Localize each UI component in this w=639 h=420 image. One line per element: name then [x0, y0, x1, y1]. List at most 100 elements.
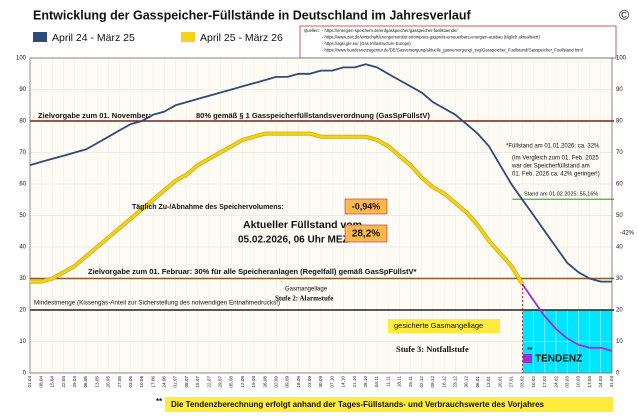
x-tick-label: 27.05 — [117, 376, 122, 388]
annotation: Aktueller Füllstand vom — [243, 219, 362, 231]
x-tick-label: 10.06 — [139, 376, 144, 388]
legend: April 24 - März 25 April 25 - März 26 — [33, 32, 283, 44]
legend-swatch — [181, 32, 195, 42]
x-tick-label: 02.09 — [273, 376, 278, 388]
legend-label: April 24 - März 25 — [52, 32, 135, 44]
annotations: Zielvorgabe zum 01. November: 80% gemäß … — [34, 111, 635, 412]
y2-tick-label: 50 — [616, 213, 623, 219]
x-tick-label: 04.11 — [374, 376, 379, 388]
x-tick-label: 21.10 — [352, 376, 357, 388]
legend-label: April 25 - März 26 — [200, 32, 283, 44]
x-tick-label: 30.09 — [318, 376, 323, 388]
annotation: Täglich Zu-/Abnahme des Speichervolumens… — [132, 204, 284, 211]
x-tick-label: 16.09 — [296, 376, 301, 388]
y-tick-label: 50 — [19, 213, 26, 219]
x-tick-label: 10.03 — [576, 376, 581, 388]
y2-tick-label: 80 — [616, 119, 623, 125]
value-box — [344, 198, 388, 215]
annotation: Zielvorgabe zum 01. November: — [38, 111, 151, 120]
x-tick-label: 08.07 — [184, 376, 189, 388]
x-tick-label: 08.04 — [38, 376, 43, 388]
x-tick-label: 03.02 — [520, 376, 525, 388]
x-tick-label: 02.12 — [419, 376, 424, 388]
x-tick-label: 09.09 — [285, 376, 290, 388]
line — [30, 132, 524, 285]
annotation: 01. Feb. 2026 ca. 42% geringer!) — [512, 172, 600, 178]
annotation: 80% gemäß § 1 Gasspeicherfüllstandsveror… — [196, 111, 430, 120]
source-line: - https://www.zeit.de/wirtschaft/energie… — [322, 35, 540, 40]
x-tick-label: 22.07 — [206, 376, 211, 388]
line — [29, 63, 612, 283]
x-tick-label: 24.02 — [553, 376, 558, 388]
y-tick-label: 100 — [16, 56, 27, 62]
plot-frame — [29, 57, 613, 374]
annotation: Mindestmenge (Kissengas-Anteil zur Siche… — [34, 300, 280, 307]
y2-tick-label: 20 — [616, 308, 623, 314]
y-tick-label: 80 — [19, 119, 26, 125]
x-tick-label: 24.06 — [162, 376, 167, 388]
x-tick-label: 20.01 — [497, 376, 502, 388]
x-tick-label: 10.02 — [531, 376, 536, 388]
x-tick-label: 17.02 — [542, 376, 547, 388]
y-tick-label: 40 — [19, 245, 26, 251]
y-tick-label: 90 — [19, 87, 26, 93]
y2-tick-label: 70 — [616, 150, 623, 156]
label-box — [388, 319, 500, 333]
x-tick-label: 03.03 — [564, 376, 569, 388]
annotation: ** — [527, 347, 533, 354]
y2-tick-label: 0 — [616, 371, 620, 377]
sources: Quellen: - https://energien-speichern.de/… — [304, 28, 583, 53]
y2-tick-label: 30 — [616, 276, 623, 282]
annotation: Stand am 01.02.2025: 55,16% — [524, 191, 598, 197]
x-tick-label: 17.06 — [150, 376, 155, 388]
annotation: Zielvorgabe zum 01. Februar: 30% für all… — [88, 267, 417, 276]
annotation: 28,2% — [352, 229, 380, 240]
x-tick-label: 30.12 — [464, 376, 469, 388]
x-tick-label: 22.04 — [61, 376, 66, 388]
sources-heading: Quellen: — [304, 28, 320, 33]
footnote: Die Tendenzberechnung erfolgt anhand der… — [171, 400, 545, 409]
chart-title: Entwicklung der Gasspeicher-Füllstände i… — [33, 8, 471, 22]
x-tick-label: 07.10 — [329, 376, 334, 388]
x-tick-label: 29.04 — [72, 376, 77, 388]
x-tick-label: 15.07 — [195, 376, 200, 388]
y2-tick-label: 100 — [616, 56, 627, 62]
annotation: *Füllstand am 01.01.2026: ca. 32% — [506, 144, 600, 150]
copyright: © — [619, 7, 630, 23]
source-line: - https://www.bundesnetzagentur.de/DE/Ga… — [322, 48, 583, 53]
x-tick-label: 24.03 — [598, 376, 603, 388]
x-tick-label: 01.04 — [27, 376, 32, 388]
y-tick-label: 20 — [19, 308, 26, 314]
annotation: Stufe 3: Notfallstufe — [396, 344, 469, 354]
x-tick-label: 06.01 — [475, 376, 480, 388]
x-tick-label: 26.08 — [262, 376, 267, 388]
y2-tick-label: 10 — [616, 339, 623, 345]
source-line: - https://agsi.gie.eu/ (Gas Infrastructu… — [322, 41, 411, 46]
annotation: Stufe 2: Alarmstufe — [275, 295, 333, 303]
x-tick-label: 25.11 — [408, 376, 413, 388]
footnote-marker: ** — [156, 397, 163, 406]
y-tick-label: 0 — [23, 371, 27, 377]
x-tick-label: 06.05 — [83, 376, 88, 388]
x-tick-label: 13.05 — [94, 376, 99, 388]
annotation: -0,94% — [352, 201, 381, 211]
y2-tick-label: 60 — [616, 182, 623, 188]
x-tick-label: 27.01 — [508, 376, 513, 388]
x-tick-label: 05.08 — [229, 376, 234, 388]
x-tick-label: 28.10 — [363, 376, 368, 388]
tendency-swatch — [523, 354, 532, 363]
plot: 0 0 10 10 20 20 30 30 40 40 50 50 60 60 70 70 80 80 90 90 10… — [16, 56, 627, 388]
line — [521, 283, 613, 352]
annotation: (Im Vergleich zum 01. Feb. 2025 — [512, 156, 599, 162]
x-tick-label: 15.04 — [50, 376, 55, 388]
source-line: - https://energien-speichern.de/erdgassp… — [322, 28, 458, 33]
x-tick-label: 01.07 — [173, 376, 178, 388]
y-tick-label: 10 — [19, 339, 26, 345]
x-tick-label: 20.05 — [106, 376, 111, 388]
y2-tick-label: 90 — [616, 87, 623, 93]
y-tick-label: 70 — [19, 150, 26, 156]
x-tick-label: 31.03 — [609, 376, 614, 388]
x-tick-label: 19.08 — [251, 376, 256, 388]
x-tick-label: 13.01 — [486, 376, 491, 388]
